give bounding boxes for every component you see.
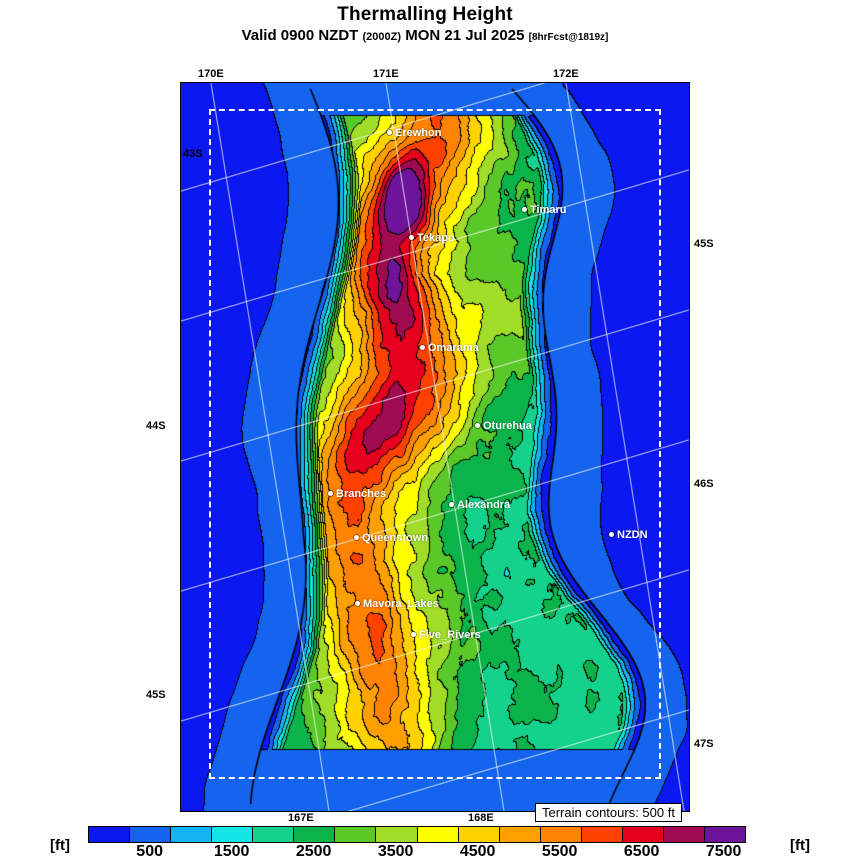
colorbar-segment bbox=[253, 827, 295, 842]
colorbar-segment bbox=[335, 827, 377, 842]
colorbar-segment bbox=[622, 827, 664, 842]
axis-label: 46S bbox=[694, 478, 714, 490]
colorbar-segment bbox=[212, 827, 254, 842]
colorbar-segment bbox=[704, 827, 745, 842]
colorbar-unit-right: [ft] bbox=[790, 837, 810, 854]
axis-label: 47S bbox=[694, 738, 714, 750]
valid-time-local: Valid 0900 NZDT bbox=[241, 27, 359, 44]
colorbar-tick: 500 bbox=[136, 843, 164, 860]
valid-date: MON 21 Jul 2025 bbox=[405, 27, 525, 44]
colorbar-segment bbox=[417, 827, 459, 842]
thermalling-height-raster bbox=[181, 83, 689, 811]
title-block: Thermalling Height Valid 0900 NZDT (2000… bbox=[0, 0, 850, 48]
colorbar-segment bbox=[171, 827, 213, 842]
colorbar-segment bbox=[581, 827, 623, 842]
colorbar-segment bbox=[663, 827, 705, 842]
page-title: Thermalling Height bbox=[337, 4, 513, 25]
axis-label: 170E bbox=[198, 68, 224, 80]
terrain-contour-legend: Terrain contours: 500 ft bbox=[535, 803, 682, 822]
weather-map[interactable]: Erewhon Timaru Tekapo Omarama Oturehua Branch… bbox=[180, 82, 690, 812]
axis-label: 45S bbox=[146, 689, 166, 701]
axis-label: 171E bbox=[373, 68, 399, 80]
colorbar-segment bbox=[294, 827, 336, 842]
axis-label: 43S bbox=[183, 148, 203, 160]
axis-label: 44S bbox=[146, 420, 166, 432]
valid-time-subtitle: Valid 0900 NZDT (2000Z) MON 21 Jul 2025 … bbox=[0, 26, 850, 48]
graticule-svg bbox=[181, 83, 689, 811]
forecast-domain-box bbox=[209, 109, 661, 779]
valid-time-utc: (2000Z) bbox=[362, 31, 402, 43]
colorbar-tick: 4500 bbox=[459, 843, 496, 860]
forecast-tag: [8hrFcst@1819z] bbox=[528, 32, 609, 43]
colorbar-unit-left: [ft] bbox=[50, 837, 70, 854]
axis-label: 168E bbox=[468, 812, 494, 824]
colorbar-tick: 5500 bbox=[541, 843, 578, 860]
colorbar[interactable]: [ft] [ft] 500 1500 2500 3500 4500 5500 6500 750… bbox=[0, 824, 850, 860]
axis-label: 167E bbox=[288, 812, 314, 824]
colorbar-segment bbox=[130, 827, 172, 842]
colorbar-segment bbox=[89, 827, 131, 842]
colorbar-segment bbox=[458, 827, 500, 842]
colorbar-tick: 2500 bbox=[295, 843, 332, 860]
colorbar-segment bbox=[499, 827, 541, 842]
colorbar-gradient[interactable] bbox=[88, 826, 746, 843]
colorbar-tick: 1500 bbox=[213, 843, 250, 860]
colorbar-tick: 3500 bbox=[377, 843, 414, 860]
axis-label: 172E bbox=[553, 68, 579, 80]
axis-label: 45S bbox=[694, 238, 714, 250]
colorbar-segment bbox=[376, 827, 418, 842]
colorbar-tick: 7500 bbox=[705, 843, 742, 860]
colorbar-tick: 6500 bbox=[623, 843, 660, 860]
colorbar-segment bbox=[540, 827, 582, 842]
